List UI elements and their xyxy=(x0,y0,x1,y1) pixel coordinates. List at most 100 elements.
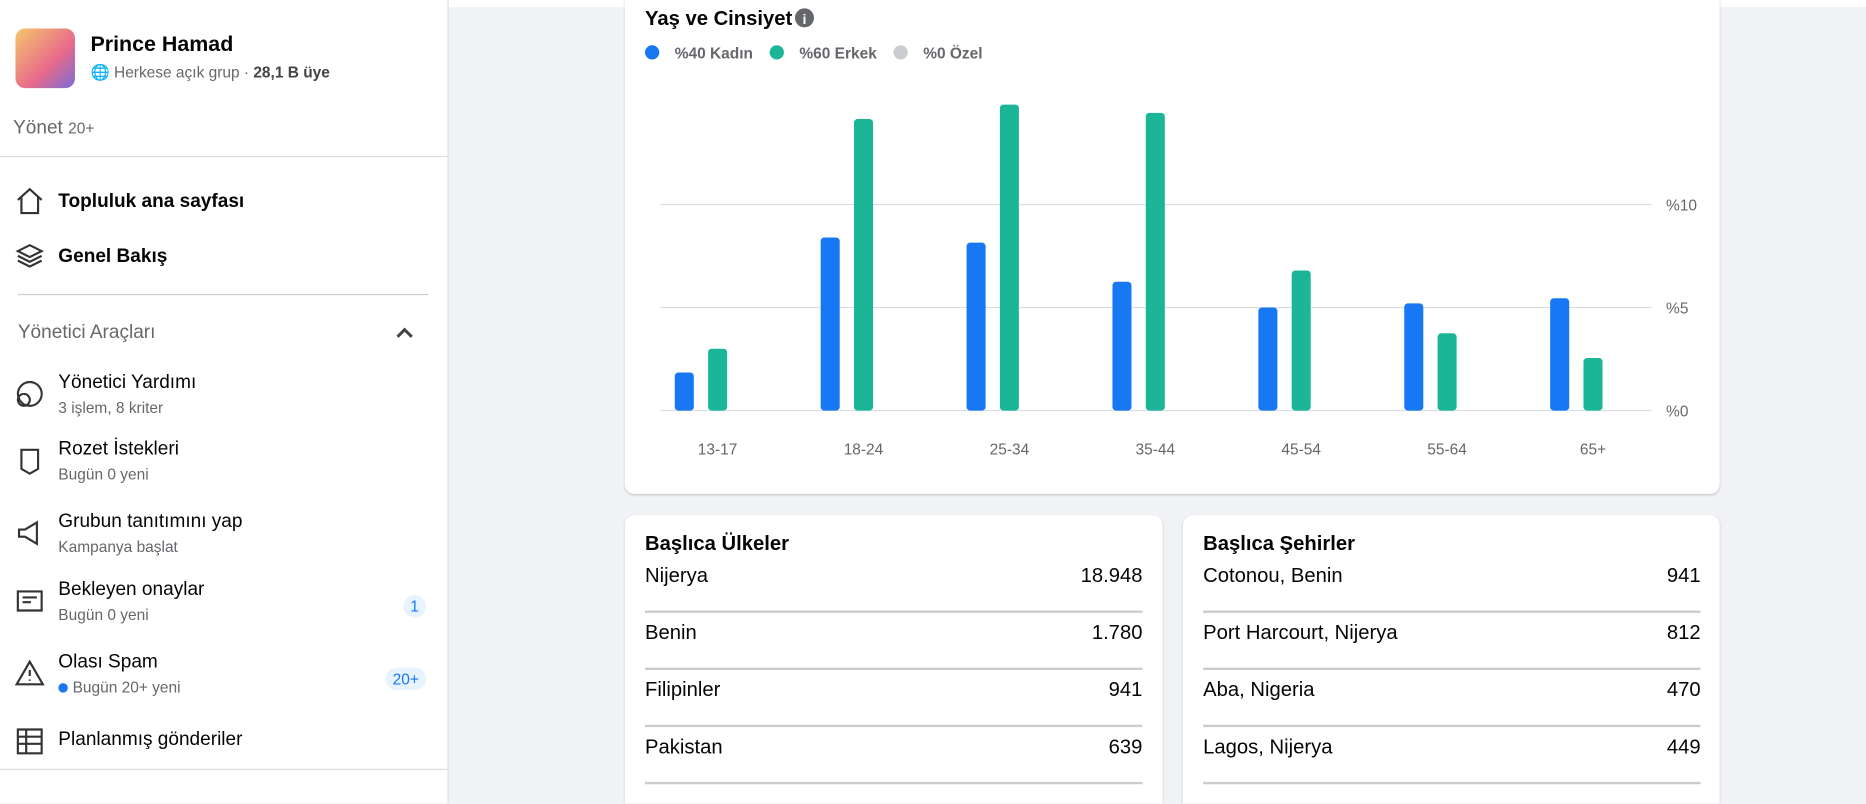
legend-swatch xyxy=(645,45,660,60)
row-label: Lagos, Nijerya xyxy=(1203,735,1333,759)
tool-subtitle: Bugün 0 yeni xyxy=(58,465,148,483)
nav-icon xyxy=(14,240,45,277)
tool-title[interactable]: Yönetici Yardımı xyxy=(58,372,197,393)
x-tick-label: 45-54 xyxy=(1281,442,1321,459)
badge: 20+ xyxy=(385,667,427,691)
bar xyxy=(853,119,874,411)
legend-swatch xyxy=(769,45,784,60)
tool-icon xyxy=(14,726,45,763)
bar xyxy=(1404,303,1424,411)
bar xyxy=(1112,281,1132,411)
tool-title[interactable]: Rozet İstekleri xyxy=(58,439,179,460)
icon xyxy=(20,448,40,475)
bar xyxy=(674,372,694,411)
subtitle-text: Bugün 0 yeni xyxy=(58,605,149,624)
chart-title: Yaş ve Cinsiyet xyxy=(645,8,793,30)
tool-title[interactable]: Grubun tanıtımını yap xyxy=(58,511,243,532)
x-tick-label: 55-64 xyxy=(1427,442,1467,459)
icon xyxy=(16,590,43,612)
nav-icon xyxy=(14,186,45,223)
nav-item[interactable]: Topluluk ana sayfası xyxy=(58,191,245,212)
y-tick-label: %0 xyxy=(1666,404,1688,421)
tool-icon xyxy=(14,586,45,623)
row-label: Filipinler xyxy=(645,678,721,701)
cities-card: Başlıca Şehirler Cotonou, Benin 941 Port Ha… xyxy=(1182,515,1720,804)
x-tick-label: 65+ xyxy=(1580,442,1606,459)
chart-card xyxy=(624,0,1720,494)
x-tick-label: 18-24 xyxy=(844,442,884,459)
info-glyph: i xyxy=(802,12,806,28)
table-row: Port Harcourt, Nijerya 812 xyxy=(1203,612,1701,670)
tool-subtitle: Kampanya başlat xyxy=(58,538,178,556)
subtitle-text: Bugün 0 yeni xyxy=(58,465,149,484)
row-value: 1.780 xyxy=(1091,621,1143,644)
row-value: 639 xyxy=(1108,735,1143,759)
row-label: Benin xyxy=(645,621,697,644)
bar xyxy=(1550,298,1570,411)
bar xyxy=(708,348,728,411)
dot xyxy=(58,683,68,693)
row-label: Port Harcourt, Nijerya xyxy=(1203,621,1398,644)
row-value: 941 xyxy=(1108,678,1143,701)
group-type: Herkese açık grup · xyxy=(114,63,250,81)
manage[interactable]: Yönet 20+ xyxy=(13,118,94,139)
subtitle-text: Kampanya başlat xyxy=(58,537,178,556)
table-title: Başlıca Şehirler xyxy=(1203,531,1355,555)
row-value: 18.948 xyxy=(1080,564,1143,587)
x-tick-label: 25-34 xyxy=(990,442,1030,459)
sidebar: Prince Hamad 🌐 Herkese açık grup · 28,1 … xyxy=(0,0,449,804)
tool-icon xyxy=(14,518,45,555)
icon xyxy=(15,243,45,268)
legend-swatch xyxy=(893,45,908,60)
icon xyxy=(16,380,43,407)
y-tick-label: %5 xyxy=(1666,301,1688,318)
tools-title: Yönetici Araçları xyxy=(17,322,156,343)
icon xyxy=(17,187,43,215)
tool-icon xyxy=(14,658,45,695)
bar xyxy=(820,237,840,411)
collapse-icon[interactable] xyxy=(393,324,417,343)
info-icon[interactable] xyxy=(794,8,814,28)
divider xyxy=(0,155,448,158)
badge: 1 xyxy=(403,595,427,618)
icon xyxy=(16,728,43,755)
tool-icon xyxy=(14,445,45,482)
table-title: Başlıca Ülkeler xyxy=(645,531,789,555)
row-label: Nijerya xyxy=(645,564,708,587)
legend-label: %40 Kadın xyxy=(675,45,753,62)
bar xyxy=(1145,112,1165,411)
members: 28,1 B üye xyxy=(253,63,330,81)
table-row: Lagos, Nijerya 449 xyxy=(1203,726,1701,785)
subtitle-text: 3 işlem, 8 kriter xyxy=(58,398,164,417)
divider xyxy=(0,768,448,770)
icon xyxy=(17,520,38,546)
row-label: Aba, Nigeria xyxy=(1203,678,1315,701)
table-row: Pakistan 639 xyxy=(645,726,1143,785)
tool-title[interactable]: Planlanmış gönderiler xyxy=(58,729,243,750)
tool-title[interactable]: Bekleyen onaylar xyxy=(58,579,205,600)
row-value: 812 xyxy=(1666,621,1701,644)
tool-subtitle: Bugün 0 yeni xyxy=(58,606,148,624)
manage-count: 20+ xyxy=(68,119,95,137)
nav-item[interactable]: Genel Bakış xyxy=(58,246,168,267)
icon xyxy=(14,659,45,686)
tool-subtitle: Bugün 20+ yeni xyxy=(58,678,181,696)
countries-card: Başlıca Ülkeler Nijerya 18.948 Benin 1.780 Fi… xyxy=(624,515,1163,804)
tool-title[interactable]: Olası Spam xyxy=(58,652,158,673)
y-tick-label: %10 xyxy=(1666,197,1697,214)
row-label: Cotonou, Benin xyxy=(1203,564,1343,587)
group-avatar[interactable] xyxy=(15,28,75,89)
row-value: 941 xyxy=(1666,564,1701,587)
legend-label: %0 Özel xyxy=(923,45,982,62)
tool-icon xyxy=(14,378,45,415)
table-row: Benin 1.780 xyxy=(645,612,1143,670)
x-tick-label: 13-17 xyxy=(698,442,738,459)
manage-label: Yönet xyxy=(13,117,63,139)
bar xyxy=(1258,307,1278,411)
divider xyxy=(17,293,429,296)
bar xyxy=(1437,333,1457,411)
bar xyxy=(999,104,1019,411)
group-name[interactable]: Prince Hamad xyxy=(90,32,234,56)
legend-label: %60 Erkek xyxy=(799,45,877,62)
